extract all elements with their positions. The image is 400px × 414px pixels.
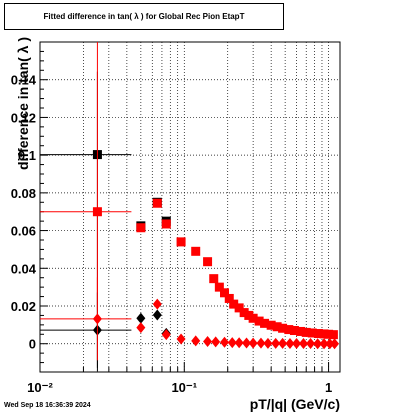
data-point-diamond: [161, 329, 171, 341]
y-tick-label: 0.06: [11, 224, 36, 239]
data-point-square: [152, 198, 162, 208]
data-point-diamond: [330, 338, 340, 350]
data-point-square: [220, 288, 230, 298]
x-axis-label: pT/|q| (GeV/c): [249, 396, 340, 412]
data-point-square: [136, 223, 146, 233]
grid-lines: [39, 42, 340, 372]
data-point-square: [278, 323, 288, 333]
data-point-diamond: [234, 337, 244, 349]
data-point-square: [176, 237, 186, 247]
data-point-square: [92, 207, 102, 217]
data-point-square: [296, 326, 306, 336]
data-point-square: [284, 325, 294, 335]
y-tick-label: 0.12: [11, 110, 36, 125]
data-point-diamond: [306, 338, 316, 350]
data-point-diamond: [191, 335, 201, 347]
data-point-diamond: [263, 337, 273, 349]
data-point-square: [161, 219, 171, 229]
y-tick-label: 0: [29, 337, 36, 352]
axes: [39, 41, 341, 373]
x-tick-label: 1: [325, 380, 332, 395]
x-tick-label: 10⁻²: [27, 380, 53, 395]
timestamp: Wed Sep 18 16:36:39 2024: [4, 402, 91, 409]
data-point-square: [319, 329, 329, 339]
data-point-diamond: [176, 333, 186, 345]
data-point-diamond: [136, 312, 146, 324]
data-point-diamond: [211, 336, 221, 348]
y-axis-label: difference in tan( λ ): [15, 36, 31, 170]
data-point-diamond: [285, 338, 295, 350]
data-point-square: [229, 299, 239, 309]
data-point-square: [307, 328, 317, 338]
data-point-diamond: [248, 337, 258, 349]
tick-labels: 0 0.02 0.04 0.06 0.08 0.1 0.12 0.14 10⁻² 10⁻¹ 1: [11, 73, 333, 395]
data-point-diamond: [227, 337, 237, 349]
y-tick-label: 0.04: [11, 261, 37, 276]
data-point-diamond: [292, 338, 302, 350]
data-point-square: [248, 313, 258, 323]
data-point-square: [209, 274, 219, 284]
data-point-square: [260, 318, 270, 328]
plot-frame: [39, 41, 341, 373]
data-point-diamond: [325, 338, 335, 350]
data-point-square: [301, 327, 311, 337]
data-point-diamond: [278, 337, 288, 349]
data-point-square: [254, 316, 264, 326]
chart-title: Fitted difference in tan( λ ) for Global…: [4, 3, 284, 30]
data-markers: [40, 42, 340, 372]
y-tick-label: 0.1: [18, 148, 36, 163]
data-point-square: [272, 322, 282, 332]
data-point-square: [313, 329, 323, 339]
data-point-square: [191, 246, 201, 256]
data-point-square: [266, 320, 276, 330]
data-point-square: [203, 257, 213, 267]
data-point-square: [328, 330, 338, 340]
data-point-diamond: [152, 309, 162, 321]
data-point-diamond: [203, 335, 213, 347]
data-point-diamond: [319, 338, 329, 350]
data-point-diamond: [220, 336, 230, 348]
data-point-square: [324, 329, 334, 339]
data-point-square: [214, 282, 224, 292]
data-point-diamond: [152, 298, 162, 310]
y-tick-label: 0.02: [11, 299, 36, 314]
data-point-diamond: [271, 337, 281, 349]
data-point-diamond: [298, 338, 308, 350]
data-point-square: [239, 308, 249, 318]
data-point-diamond: [136, 322, 146, 334]
data-point-square: [224, 293, 234, 303]
y-tick-label: 0.08: [11, 186, 36, 201]
x-tick-label: 10⁻¹: [171, 380, 197, 395]
data-point-diamond: [242, 337, 252, 349]
data-point-diamond: [313, 338, 323, 350]
data-point-diamond: [256, 337, 266, 349]
data-point-square: [234, 303, 244, 313]
data-point-diamond: [92, 313, 102, 325]
y-tick-label: 0.14: [11, 73, 37, 88]
data-point-square: [289, 326, 299, 336]
